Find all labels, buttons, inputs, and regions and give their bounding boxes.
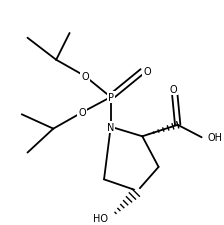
Text: O: O — [81, 72, 89, 82]
Text: OH: OH — [207, 133, 222, 143]
Text: P: P — [108, 93, 114, 103]
Text: O: O — [143, 67, 151, 77]
Text: O: O — [78, 108, 86, 118]
Text: O: O — [169, 85, 177, 95]
Text: HO: HO — [93, 213, 108, 223]
Text: N: N — [107, 122, 114, 132]
